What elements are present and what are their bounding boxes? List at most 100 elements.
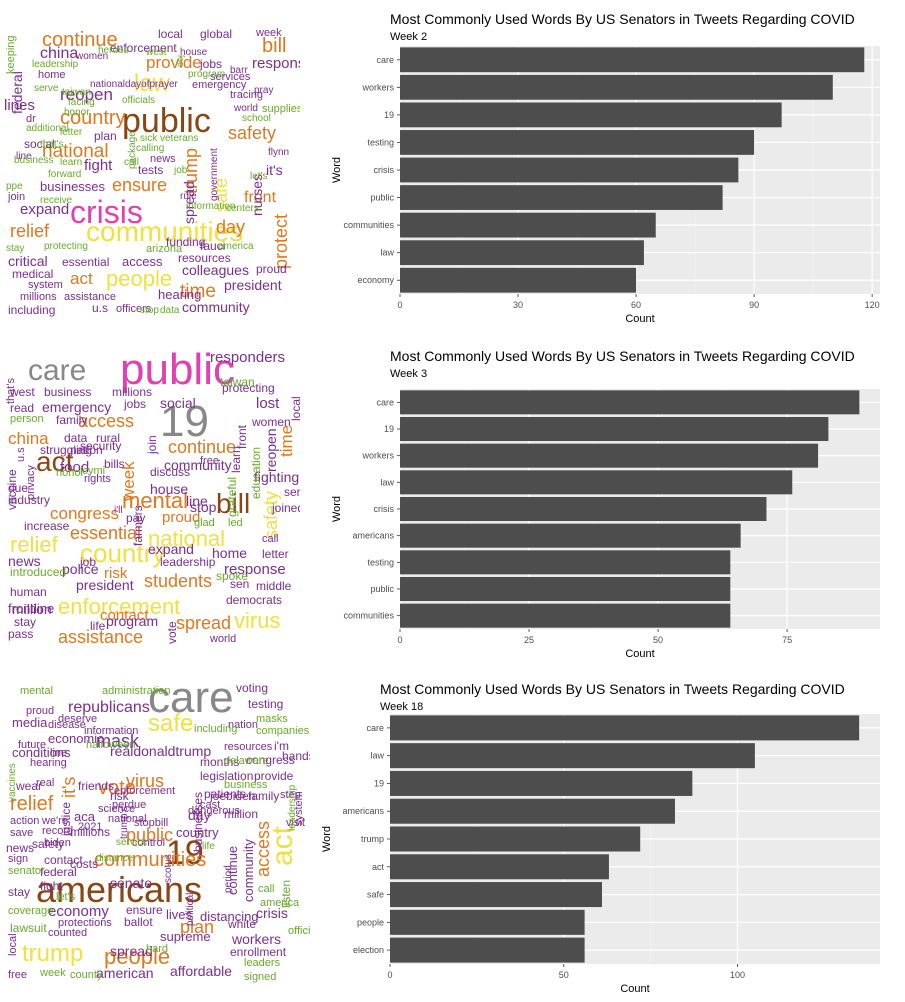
cloud-word: women xyxy=(252,415,291,429)
x-tick-label: 0 xyxy=(397,300,402,310)
y-tick-label: americans xyxy=(342,806,384,816)
cloud-word: system xyxy=(28,279,63,291)
cloud-word: learn xyxy=(60,157,83,168)
bar xyxy=(400,497,767,521)
cloud-word: letter xyxy=(262,547,289,561)
cloud-word: plan xyxy=(180,917,215,937)
cloud-word: emergency xyxy=(192,79,247,91)
bar xyxy=(400,603,731,628)
cloud-word: led xyxy=(228,517,243,529)
cloud-word: protecting xyxy=(222,381,275,395)
y-tick-label: election xyxy=(353,945,384,955)
cloud-word: hearing xyxy=(158,287,202,302)
cloud-word: free xyxy=(8,969,27,981)
cloud-word: safety xyxy=(32,837,65,851)
cloud-word: disease xyxy=(48,719,86,731)
cloud-word: save xyxy=(10,827,34,839)
cloud-word: security xyxy=(80,439,122,453)
cloud-word: students xyxy=(144,571,213,591)
cloud-word: hands xyxy=(282,749,310,763)
cloud-word: barr xyxy=(230,65,248,76)
cloud-word: news xyxy=(150,153,176,165)
word-cloud-week-18: care americans 19 trump safe act people vote com… xyxy=(0,670,310,1002)
cloud-word: enrollment xyxy=(230,945,287,959)
cloud-word: responders xyxy=(210,349,286,366)
cloud-word: time xyxy=(180,281,216,302)
cloud-word: america xyxy=(218,241,254,252)
y-tick-label: communities xyxy=(343,611,394,621)
cloud-word: county xyxy=(70,969,103,981)
cloud-word: safe xyxy=(148,710,194,737)
cloud-word: friends xyxy=(78,779,115,793)
cloud-word: american xyxy=(96,965,154,981)
cloud-word: economy xyxy=(48,903,109,920)
cloud-word: crisis xyxy=(256,905,288,921)
chart-subtitle: Week 2 xyxy=(390,31,427,43)
cloud-word: proud xyxy=(26,705,55,717)
word-cloud-week-2: crisis public communities people law continue… xyxy=(0,0,300,330)
cloud-word: distance xyxy=(96,853,134,864)
cloud-word: plan xyxy=(94,129,117,143)
bar xyxy=(390,743,755,769)
bar xyxy=(400,523,741,548)
y-tick-label: americans xyxy=(352,531,394,541)
cloud-word: aca xyxy=(74,809,95,824)
cloud-word: community xyxy=(182,299,250,315)
y-tick-label: crisis xyxy=(374,165,395,175)
cloud-word: taiwan xyxy=(62,87,91,98)
cloud-word: world xyxy=(210,633,237,645)
chart-title: Most Commonly Used Words By US Senators … xyxy=(380,681,845,697)
bar xyxy=(400,74,833,100)
cloud-word: stopbill xyxy=(134,817,169,829)
cloud-word: country xyxy=(60,107,126,129)
bar xyxy=(400,47,865,73)
cloud-word: leadership xyxy=(160,555,216,569)
cloud-word: sen xyxy=(230,577,250,591)
y-tick-label: law xyxy=(380,477,394,487)
cloud-word: veterans xyxy=(160,133,199,144)
cloud-word: week xyxy=(256,27,282,39)
cloud-word: costs xyxy=(70,857,99,871)
cloud-word: bills xyxy=(104,457,125,471)
cloud-word: act xyxy=(70,269,93,288)
cloud-word: u.s xyxy=(92,301,109,315)
cloud-word: supreme xyxy=(160,929,211,944)
cloud-word: realdonaldtrump xyxy=(110,743,212,759)
cloud-word: relief xyxy=(10,532,58,557)
cloud-word: life xyxy=(90,619,106,633)
cloud-word: critical xyxy=(8,253,48,269)
cloud-word: communities xyxy=(86,216,244,247)
cloud-word: week xyxy=(40,967,66,979)
cloud-word: virus xyxy=(234,608,281,633)
cloud-word: receive xyxy=(40,195,73,206)
cloud-word: virus xyxy=(126,771,165,791)
cloud-word: line xyxy=(50,747,68,759)
cloud-word: senate xyxy=(110,875,153,891)
cloud-word: social xyxy=(24,137,55,151)
cloud-word: country xyxy=(80,538,166,568)
cloud-word: dangerous xyxy=(188,805,240,817)
cloud-word: country xyxy=(176,825,219,840)
cloud-word: congress xyxy=(246,753,295,767)
cloud-word: keeping xyxy=(5,35,17,75)
cloud-word: safety xyxy=(228,123,277,143)
cloud-word: millions xyxy=(112,385,153,399)
cloud-word: due xyxy=(8,481,29,495)
y-tick-label: public xyxy=(370,193,394,203)
cloud-word: care xyxy=(28,354,87,387)
cloud-word: life xyxy=(202,841,215,852)
x-tick-label: 30 xyxy=(513,300,523,310)
cloud-word: introduced xyxy=(10,565,67,579)
cloud-word: farmers xyxy=(131,505,145,547)
cloud-word: letter xyxy=(60,127,83,138)
cloud-word: response xyxy=(252,55,300,72)
cloud-word: lines xyxy=(4,97,35,114)
y-tick-label: safe xyxy=(367,890,384,900)
bar xyxy=(400,443,819,468)
cloud-word: information xyxy=(186,201,236,212)
bar-chart-week-18: Most Commonly Used Words By US Senators … xyxy=(321,681,880,995)
cloud-word: services xyxy=(210,71,251,83)
cloud-word: bill xyxy=(216,488,251,519)
cloud-word: u.s xyxy=(15,447,27,463)
cloud-word: dr xyxy=(26,113,36,125)
